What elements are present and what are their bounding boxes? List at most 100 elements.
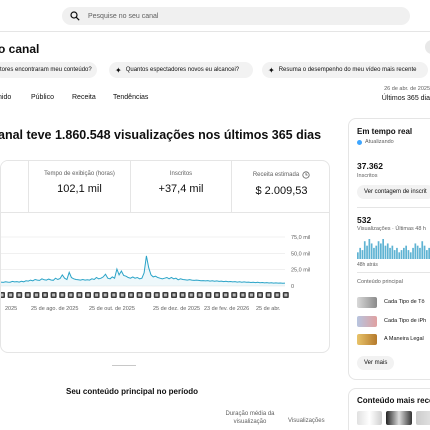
realtime-bar	[377, 241, 380, 259]
realtime-views-count: 532	[357, 215, 372, 225]
realtime-bar	[357, 252, 359, 259]
recent-thumbnails	[357, 411, 430, 425]
x-tick-label: 25 de ago. de 2025	[31, 306, 78, 312]
realtime-bar	[428, 247, 430, 259]
realtime-bar	[368, 239, 371, 259]
chip-discovery[interactable]: tores encontraram meu conteúdo?	[0, 62, 97, 78]
video-thumbnail[interactable]	[386, 411, 412, 425]
list-item[interactable]: Cada Tipo de Tô	[357, 296, 425, 308]
realtime-bar	[414, 243, 417, 259]
series-line-views	[1, 255, 286, 284]
top-content-title: Seu conteúdo principal no período	[66, 387, 199, 396]
live-dot-icon	[357, 139, 362, 145]
realtime-bar	[400, 250, 403, 259]
metric-tab-views[interactable]	[1, 161, 29, 213]
metric-tab-subscribers[interactable]: Inscritos +37,4 mil	[158, 171, 204, 195]
realtime-bar	[398, 252, 401, 259]
realtime-views-label: Visualizações · Últimas 48 h	[357, 226, 426, 232]
sparkle-icon: ✦	[115, 65, 122, 75]
list-item[interactable]: A Maneira Legal	[357, 333, 424, 345]
series-area	[1, 255, 285, 286]
realtime-card: Em tempo real Atualizando 37.362 Inscrit…	[348, 118, 430, 380]
upload-marker-inner	[249, 293, 253, 297]
tab-overview[interactable]: nido	[0, 94, 12, 101]
date-range-picker[interactable]: 26 de abr. de 2025 Últimos 365 dia	[381, 86, 430, 102]
realtime-bar	[423, 245, 426, 259]
suggestion-chips: tores encontraram meu conteúdo? ✦ Quantos…	[0, 62, 430, 78]
upload-marker-inner	[172, 293, 176, 297]
list-item[interactable]: Cada Tipo de iPh	[357, 315, 426, 327]
realtime-bar	[386, 243, 389, 259]
upload-marker-inner	[52, 293, 56, 297]
upload-marker-inner	[1, 293, 4, 297]
chip-latest-video[interactable]: ✦ Resuma o desempenho do meu vídeo mais r…	[262, 62, 428, 78]
recent-content-title: Conteúdo mais rece	[357, 396, 430, 405]
upload-marker-inner	[146, 293, 150, 297]
column-views[interactable]: Visualizações	[288, 418, 325, 424]
headline: anal teve 1.860.548 visualizações nos úl…	[0, 128, 322, 142]
realtime-bar	[407, 250, 410, 259]
realtime-bar	[421, 241, 424, 259]
tab-audience[interactable]: Público	[31, 94, 54, 101]
realtime-bar	[426, 250, 428, 259]
upload-marker-inner	[258, 293, 262, 297]
upload-marker-inner	[34, 293, 38, 297]
live-status: Atualizando	[357, 139, 394, 145]
realtime-subs-label: Inscritos	[357, 173, 378, 179]
view-sub-count-button[interactable]: Ver contagem de inscrit	[357, 185, 430, 199]
upload-marker-inner	[138, 293, 142, 297]
upload-marker-inner	[163, 293, 167, 297]
search-input[interactable]: Pesquise no seu canal	[88, 12, 159, 20]
realtime-bar	[389, 247, 391, 259]
realtime-bar	[366, 245, 368, 259]
x-tick-label: 25 de abr.	[256, 306, 281, 312]
upload-marker-inner	[43, 293, 47, 297]
x-tick-label: 25 de dez. de 2025	[153, 306, 200, 312]
column-avg-view-duration[interactable]: Duração média da visualização	[225, 411, 275, 425]
upload-marker-inner	[95, 293, 99, 297]
page-title: o canal	[0, 42, 40, 56]
tab-revenue[interactable]: Receita	[72, 94, 96, 101]
realtime-bar	[359, 247, 361, 259]
recent-content-card: Conteúdo mais rece	[348, 388, 430, 430]
realtime-bar	[393, 250, 396, 259]
top-bar: Pesquise no seu canal	[0, 0, 430, 32]
realtime-bar	[380, 243, 382, 259]
realtime-bar	[370, 243, 373, 259]
realtime-bar	[384, 245, 387, 259]
tab-trends[interactable]: Tendências	[113, 94, 149, 101]
clock-icon	[302, 171, 310, 179]
upload-marker-inner	[103, 293, 107, 297]
right-pill-button[interactable]	[425, 40, 430, 54]
upload-marker-inner	[198, 293, 202, 297]
video-thumbnail[interactable]	[357, 411, 383, 425]
upload-marker-inner	[275, 293, 279, 297]
upload-marker-inner	[69, 293, 73, 297]
upload-marker-inner	[189, 293, 193, 297]
upload-marker-inner	[112, 293, 116, 297]
upload-marker-inner	[129, 293, 133, 297]
video-thumbnail	[357, 296, 377, 308]
upload-marker-inner	[232, 293, 236, 297]
bars-start-label: 48h atrás	[357, 262, 378, 268]
metric-tab-watch-time[interactable]: Tempo de exibição (horas) 102,1 mil	[44, 171, 115, 195]
metric-tab-revenue[interactable]: Receita estimada $ 2.009,53	[232, 161, 329, 213]
upload-marker-inner	[181, 293, 185, 297]
search-icon	[70, 11, 80, 21]
sparkle-icon: ✦	[268, 65, 275, 75]
video-thumbnail[interactable]	[415, 411, 430, 425]
realtime-bar	[405, 245, 407, 259]
upload-marker-inner	[9, 293, 13, 297]
upload-marker-inner	[206, 293, 210, 297]
see-more-button[interactable]: Ver mais	[357, 356, 395, 370]
views-line-chart: 75,0 mil 50,0 mil 25,0 mil 0 2025 25 de ago. …	[1, 235, 310, 312]
upload-marker-inner	[26, 293, 30, 297]
realtime-bar	[375, 245, 378, 259]
realtime-bar	[419, 247, 421, 259]
chip-new-viewers[interactable]: ✦ Quantos espectadores novos eu alcancei?	[109, 62, 253, 78]
upload-marker-inner	[77, 293, 81, 297]
search-box[interactable]: Pesquise no seu canal	[62, 7, 410, 25]
realtime-bar	[412, 247, 414, 259]
realtime-bar	[373, 247, 375, 259]
realtime-bar	[382, 239, 384, 259]
